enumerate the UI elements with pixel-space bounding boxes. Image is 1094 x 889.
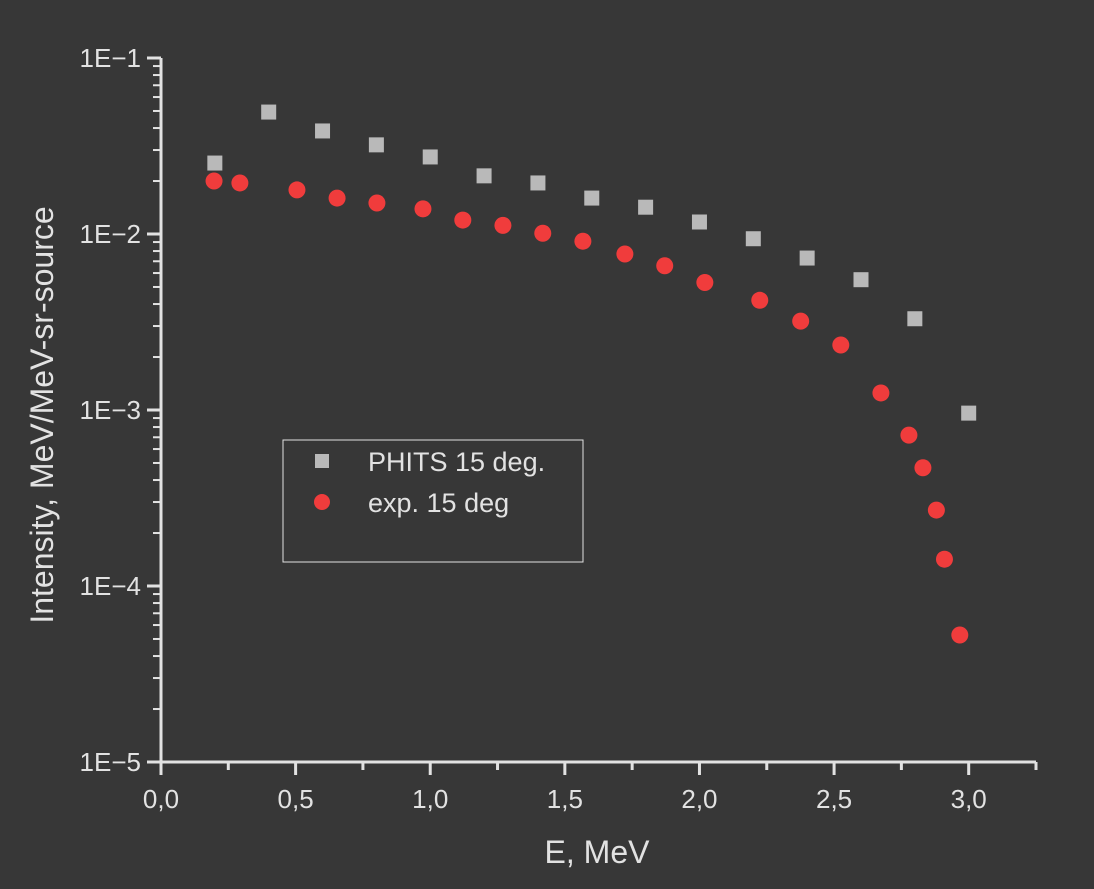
legend-marker-exp xyxy=(314,494,330,510)
y-tick-label: 1E−5 xyxy=(80,747,141,777)
x-tick-label: 3,0 xyxy=(951,784,987,814)
exp-data-point xyxy=(900,426,918,444)
x-tick-label: 2,5 xyxy=(816,784,852,814)
y-axis-title: Intensity, MeV/MeV-sr-source xyxy=(24,206,60,623)
legend: PHITS 15 deg. exp. 15 deg xyxy=(282,439,584,563)
x-tick-label: 1,0 xyxy=(412,784,448,814)
phits-data-point xyxy=(315,123,331,139)
exp-data-point xyxy=(935,550,953,568)
phits-data-point xyxy=(799,250,815,266)
exp-data-point xyxy=(927,501,945,519)
exp-data-point xyxy=(205,172,223,190)
legend-label-exp: exp. 15 deg xyxy=(368,488,509,518)
exp-data-point xyxy=(454,211,472,229)
x-tick-label: 0,0 xyxy=(143,784,179,814)
x-axis-title: E, MeV xyxy=(545,834,651,870)
phits-data-point xyxy=(476,168,492,184)
y-axis-ticks: 1E−1 1E−2 1E−3 1E−4 1E−5 xyxy=(80,43,161,777)
data-points xyxy=(205,104,977,644)
phits-data-point xyxy=(853,272,869,288)
exp-data-point xyxy=(574,232,592,250)
y-tick-label: 1E−1 xyxy=(80,43,141,73)
exp-data-point xyxy=(832,336,850,354)
y-tick-label: 1E−2 xyxy=(80,219,141,249)
phits-data-point xyxy=(261,104,277,120)
phits-data-point xyxy=(584,190,600,206)
phits-data-point xyxy=(961,405,977,421)
phits-data-point xyxy=(368,137,384,153)
exp-data-point xyxy=(534,224,552,242)
exp-data-point xyxy=(951,626,969,644)
exp-data-point xyxy=(616,245,634,263)
exp-data-point xyxy=(288,181,306,199)
phits-data-point xyxy=(530,175,546,191)
exp-data-point xyxy=(494,216,512,234)
legend-box xyxy=(282,439,584,563)
exp-data-point xyxy=(751,291,769,309)
phits-data-point xyxy=(745,231,761,247)
x-axis-ticks: 0,0 0,5 1,0 1,5 2,0 2,5 3,0 xyxy=(143,762,1038,814)
exp-data-point xyxy=(328,189,346,207)
exp-data-point xyxy=(914,459,932,477)
x-tick-label: 1,5 xyxy=(547,784,583,814)
x-tick-label: 2,0 xyxy=(681,784,717,814)
phits-data-point xyxy=(638,199,654,215)
phits-data-point xyxy=(691,214,707,230)
phits-data-point xyxy=(207,155,223,171)
phits-data-point xyxy=(422,149,438,165)
y-tick-label: 1E−4 xyxy=(80,571,141,601)
exp-data-point xyxy=(792,312,810,330)
exp-data-point xyxy=(872,384,890,402)
legend-label-phits: PHITS 15 deg. xyxy=(368,447,545,477)
x-tick-label: 0,5 xyxy=(278,784,314,814)
phits-data-point xyxy=(907,311,923,327)
exp-data-point xyxy=(696,274,714,292)
exp-data-point xyxy=(414,200,432,218)
y-tick-label: 1E−3 xyxy=(80,395,141,425)
legend-marker-phits xyxy=(315,454,329,468)
exp-data-point xyxy=(656,257,674,275)
exp-data-point xyxy=(231,174,249,192)
exp-data-point xyxy=(368,194,386,212)
